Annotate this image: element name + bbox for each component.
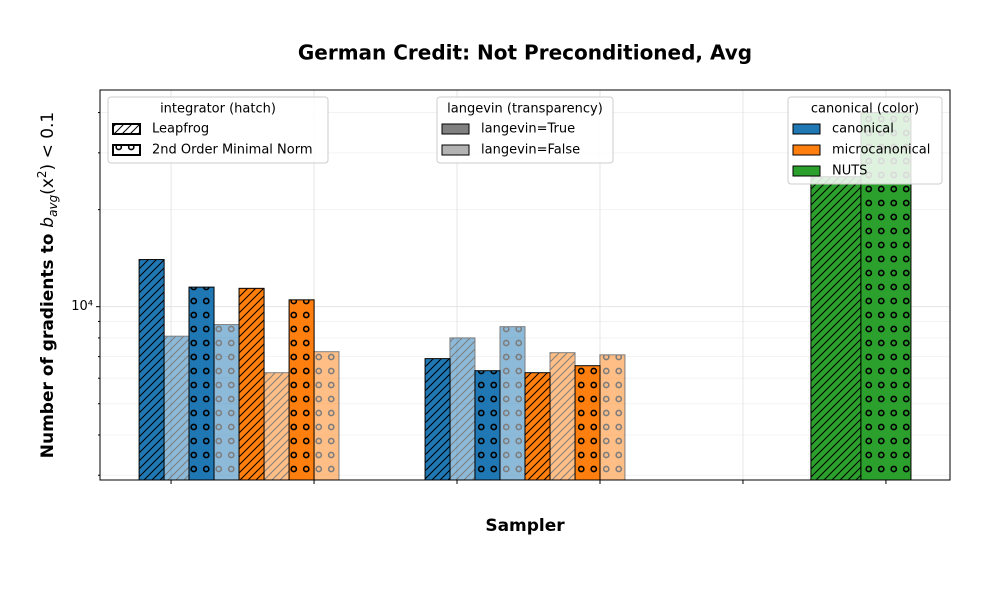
bar-hatch [574, 365, 601, 481]
legend-label: NUTS [832, 164, 867, 179]
legend-title: langevin (transparency) [447, 102, 603, 117]
bar-group [138, 259, 165, 481]
legend-swatch [792, 123, 821, 135]
bar-hatch [810, 176, 862, 481]
chart-title: German Credit: Not Preconditioned, Avg [298, 41, 752, 65]
y-axis-label-part: Number of gradients to [38, 228, 58, 459]
legend-label: langevin=True [481, 122, 575, 137]
y-axis-label: Number of gradients to bavg(x2) < 0.1 [35, 112, 60, 459]
bar-group [524, 372, 551, 481]
legend-swatch [792, 144, 821, 156]
bar-hatch [188, 286, 215, 481]
bar-hatch [138, 259, 165, 481]
bar-hatch [288, 299, 315, 481]
bar-group [163, 335, 190, 481]
legend-swatch [792, 165, 821, 177]
bar-group [313, 351, 340, 481]
legend-label: Leapfrog [152, 122, 209, 137]
bar-hatch [213, 324, 240, 481]
bar-group [263, 372, 290, 481]
bar-group [574, 365, 601, 481]
y-axis-label-part: ) < 0.1 [38, 112, 58, 171]
y-axis-label-part: b [38, 217, 58, 228]
bar-hatch [499, 326, 526, 481]
legend-title: integrator (hatch) [160, 102, 276, 117]
bar-group [188, 286, 215, 481]
bar-group [810, 176, 862, 481]
bar-group [213, 324, 240, 481]
y-tick-label: 10⁴ [71, 299, 93, 314]
y-axis-label-part: avg [46, 194, 60, 216]
bar-group [238, 287, 265, 481]
legend-hatch [113, 145, 140, 155]
bar-hatch [524, 372, 551, 481]
bar-hatch [424, 358, 451, 481]
y-axis-label-part: 2 [35, 170, 49, 178]
bar-hatch [599, 354, 626, 481]
legend-label: microcanonical [832, 143, 930, 158]
legend-label: langevin=False [481, 143, 580, 158]
bar-hatch [263, 372, 290, 481]
bar-group [549, 352, 576, 481]
bar-group [424, 358, 451, 481]
bar-hatch [549, 352, 576, 481]
legend-box [107, 96, 329, 164]
bar-group [449, 337, 476, 481]
y-axis-label-part: (x [38, 178, 58, 195]
plot-frame [99, 89, 951, 481]
bar-hatch [313, 351, 340, 481]
legend-title: canonical (color) [811, 102, 919, 117]
bar-group [599, 354, 626, 481]
bar-hatch [474, 370, 501, 481]
legend-box [787, 96, 943, 185]
legend-label: 2nd Order Minimal Norm [152, 143, 312, 158]
legend-swatch [441, 144, 470, 156]
bar-hatch [163, 335, 190, 481]
bar-group [288, 299, 315, 481]
bar-hatch [449, 337, 476, 481]
legend-hatch [113, 124, 140, 134]
bar-group [474, 370, 501, 481]
legend-swatch [441, 123, 470, 135]
bar-hatch [238, 287, 265, 481]
bar-group [499, 326, 526, 481]
legend-box [436, 96, 614, 164]
x-axis-label: Sampler [485, 516, 565, 536]
legend-label: canonical [832, 122, 894, 137]
